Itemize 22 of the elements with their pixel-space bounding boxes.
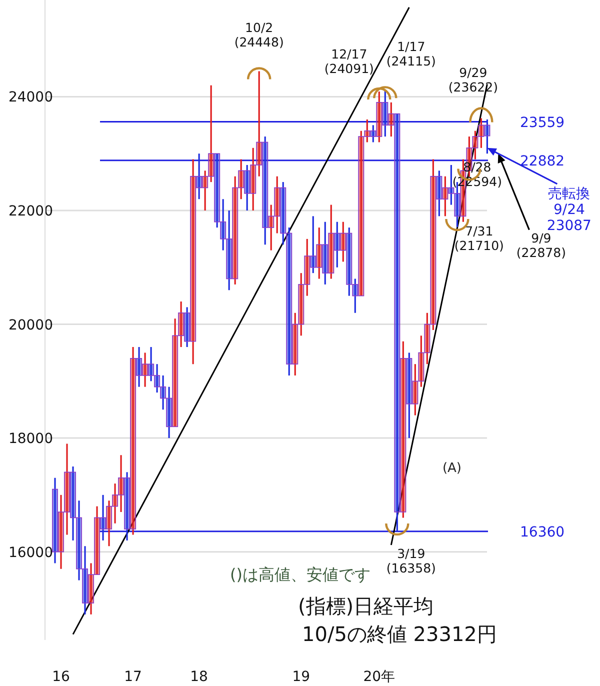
annotation: 10/5の終値 23312円: [302, 622, 497, 646]
annotation: 12/17 (24091): [324, 46, 374, 76]
ref-line-label: 23559: [520, 114, 565, 131]
y-tick-label: 20000: [8, 317, 53, 334]
annotation: 10/2 (24448): [234, 20, 284, 50]
ref-line-label: 16360: [520, 524, 565, 540]
annotation: 7/31 (21710): [454, 224, 504, 254]
y-tick-label: 22000: [8, 203, 53, 220]
y-tick-label: 24000: [8, 90, 53, 106]
x-tick-label: 20年: [363, 669, 396, 685]
annotation: (A): [442, 461, 462, 476]
x-tick-label: 19: [292, 669, 310, 685]
x-tick-label: 17: [124, 669, 142, 685]
x-tick-label: 18: [190, 669, 208, 685]
annotation: 1/17 (24115): [386, 38, 436, 68]
annotation: ()は高値、安値です: [230, 565, 370, 584]
annotation: (指標)日経平均: [298, 594, 434, 618]
y-tick-label: 18000: [8, 431, 53, 448]
ref-line-label: 22882: [520, 153, 565, 170]
x-tick-label: 16: [52, 669, 70, 685]
y-tick-label: 16000: [8, 544, 53, 561]
annotation: 3/19 (16358): [386, 546, 436, 576]
